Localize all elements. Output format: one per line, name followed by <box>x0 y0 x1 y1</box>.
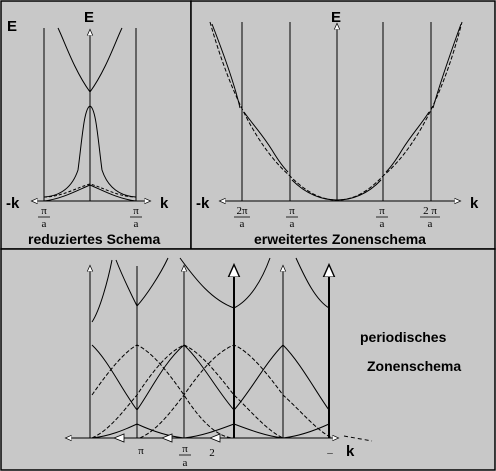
periodic-caption-line1: periodisches <box>360 329 447 345</box>
extended-tick-1: 2π a <box>234 205 250 230</box>
extended-k-label: k <box>470 195 479 212</box>
svg-text:2π: 2π <box>236 205 248 217</box>
panel-reduced: E E -k k π a π a reduziertes Schema <box>6 9 169 247</box>
extended-neg-k-label: -k <box>196 195 210 212</box>
periodic-band-middle <box>91 344 330 411</box>
svg-text:a: a <box>380 218 385 230</box>
panel-periodic-background <box>0 248 496 471</box>
reduced-k-label: k <box>160 195 169 212</box>
periodic-tick-pi: π <box>138 445 144 457</box>
periodic-tick-dash: _ <box>326 443 333 455</box>
reduced-tick-left-num: π <box>41 205 47 217</box>
reduced-tick-right-den: a <box>134 218 139 230</box>
reduced-band-1-dashed <box>43 183 137 198</box>
periodic-k-axis-continuation <box>343 435 373 442</box>
reduced-neg-k-label: -k <box>6 195 20 212</box>
reduced-tick-left-den: a <box>42 218 47 230</box>
svg-text:a: a <box>428 218 433 230</box>
periodic-band-upper <box>91 257 330 323</box>
reduced-band-3 <box>57 27 123 93</box>
svg-text:π: π <box>182 443 188 455</box>
svg-text:2 π: 2 π <box>423 205 437 217</box>
svg-text:a: a <box>183 457 188 469</box>
reduced-e-label-axis: E <box>84 9 94 26</box>
reduced-band-1 <box>43 184 137 202</box>
periodic-k-label: k <box>346 443 355 460</box>
reduced-e-label-left: E <box>7 18 17 35</box>
extended-band-segments <box>211 23 462 201</box>
periodic-parabolas-dashed <box>91 344 333 439</box>
panel-extended: E -k k 2π a π a π a 2 π a erweitertes Zo… <box>196 9 479 247</box>
periodic-band-lower <box>91 423 330 439</box>
periodic-caption-line2: Zonenschema <box>367 358 461 374</box>
periodic-tick-frac: π a <box>179 443 191 469</box>
extended-e-label-axis: E <box>331 9 341 26</box>
extended-tick-2: π a <box>286 205 298 230</box>
svg-text:π: π <box>289 205 295 217</box>
panel-periodic: π π a 2 _ k periodisches Zonenschema <box>66 257 461 469</box>
reduced-tick-right: π a <box>130 205 142 230</box>
extended-tick-4: 2 π a <box>420 205 440 230</box>
periodic-tick-two: 2 <box>209 447 215 459</box>
svg-text:a: a <box>240 218 245 230</box>
reduced-tick-right-num: π <box>133 205 139 217</box>
extended-caption: erweitertes Zonenschema <box>254 231 426 247</box>
reduced-caption: reduziertes Schema <box>28 231 160 247</box>
reduced-band-2 <box>43 105 137 198</box>
extended-tick-3: π a <box>376 205 388 230</box>
svg-text:π: π <box>379 205 385 217</box>
reduced-tick-left: π a <box>38 205 50 230</box>
svg-text:a: a <box>290 218 295 230</box>
periodic-axis-arrows <box>112 433 221 443</box>
